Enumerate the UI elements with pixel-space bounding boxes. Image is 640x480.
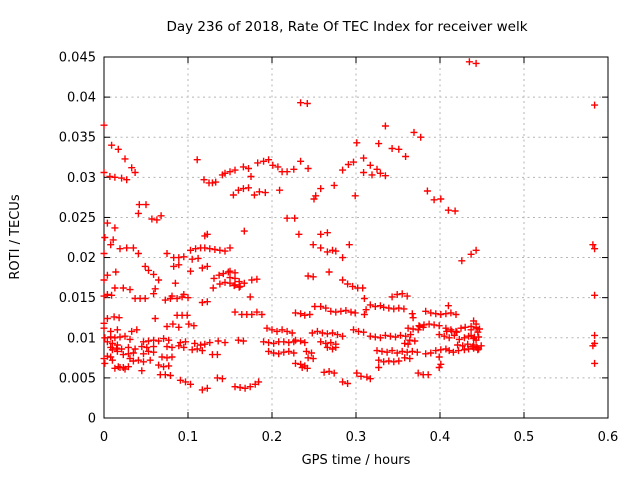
y-tick-label: 0.035 [59,131,96,146]
y-tick-label: 0.04 [67,91,96,106]
chart-title: Day 236 of 2018, Rate Of TEC Index for r… [166,19,527,35]
plot-border [103,56,609,419]
grid-lines [104,57,608,418]
y-tick-label: 0.01 [67,331,96,346]
x-tick-labels: 0 0.1 0.2 0.3 0.4 0.5 0.6 [100,430,618,445]
y-tick-label: 0.005 [59,371,96,386]
data-points [100,58,599,394]
x-tick-label: 0.5 [514,430,535,445]
y-tick-label: 0.02 [67,251,96,266]
x-tick-label: 0 [100,430,108,445]
y-tick-label: 0.015 [59,291,96,306]
x-axis-label: GPS time / hours [302,453,411,468]
y-tick-label: 0 [88,412,96,427]
y-tick-label: 0.045 [59,51,96,66]
x-tick-label: 0.1 [178,430,199,445]
x-tick-label: 0.3 [346,430,367,445]
x-tick-label: 0.6 [598,430,619,445]
y-tick-labels: 0 0.005 0.01 0.015 0.02 0.025 0.03 0.035 0.04 0.0… [59,51,96,427]
x-tick-label: 0.2 [262,430,283,445]
x-tick-label: 0.4 [430,430,451,445]
y-tick-label: 0.025 [59,211,96,226]
y-axis-label: ROTI / TECUs [8,194,23,279]
axis-tick-marks [103,56,609,419]
y-tick-label: 0.03 [67,171,96,186]
